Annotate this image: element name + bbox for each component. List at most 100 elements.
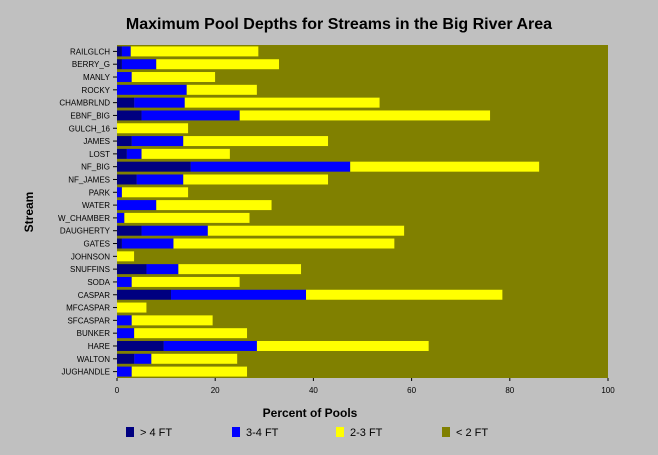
- bar-berry-g-series-1: [117, 59, 122, 70]
- legend-swatch-1: [126, 427, 134, 437]
- category-label: EBNF_BIG: [70, 111, 110, 120]
- bar-nf-james-series-3: [183, 174, 329, 185]
- bar-sfcaspar-series-4: [212, 315, 608, 326]
- category-label: JOHNSON: [71, 252, 110, 261]
- bar-snuffins-series-2: [146, 264, 179, 275]
- bar-lost-series-2: [126, 148, 142, 159]
- bars-group: [117, 46, 609, 377]
- bar-chambrlnd-series-3: [184, 97, 380, 108]
- legend-label-4: < 2 FT: [456, 427, 488, 439]
- bar-w-chamber-series-3: [124, 212, 250, 223]
- bar-gates-series-3: [173, 238, 395, 249]
- category-label: JUGHANDLE: [62, 368, 110, 377]
- bar-railglch-series-3: [130, 46, 259, 57]
- bar-hare-series-4: [428, 340, 608, 351]
- bar-park-series-2: [117, 187, 122, 198]
- bar-walton-series-3: [151, 353, 238, 364]
- bar-caspar-series-4: [502, 289, 608, 300]
- bar-walton-series-2: [134, 353, 152, 364]
- bar-gates-series-2: [121, 238, 174, 249]
- category-label: GULCH_16: [69, 124, 111, 133]
- bar-chambrlnd-series-1: [117, 97, 135, 108]
- chart-title: Maximum Pool Depths for Streams in the B…: [126, 16, 552, 33]
- bar-mfcaspar-series-3: [117, 302, 147, 313]
- plot-area: [117, 45, 608, 378]
- bar-lost-series-1: [117, 148, 127, 159]
- bar-mfcaspar-series-4: [146, 302, 608, 313]
- bar-bunker-series-4: [247, 328, 608, 339]
- bar-snuffins-series-3: [178, 264, 302, 275]
- bar-water-series-4: [271, 200, 608, 211]
- category-label: DAUGHERTY: [60, 227, 111, 236]
- category-label: W_CHAMBER: [58, 214, 110, 223]
- bar-ebnf-big-series-3: [239, 110, 491, 121]
- bar-park-series-4: [188, 187, 608, 198]
- bar-johnson-series-3: [117, 251, 135, 262]
- bar-lost-series-3: [141, 148, 230, 159]
- legend-swatch-3: [336, 427, 344, 437]
- category-label: WATER: [82, 201, 110, 210]
- category-label: NF_BIG: [81, 163, 110, 172]
- bar-jughandle-series-4: [247, 366, 608, 377]
- bar-rocky-series-3: [186, 84, 257, 95]
- x-axis-ticks: 0 20 40 60 80 100: [115, 378, 615, 395]
- x-tick-label: 40: [309, 386, 318, 395]
- x-axis-title: Percent of Pools: [263, 406, 358, 420]
- bar-daugherty-series-1: [117, 225, 142, 236]
- bar-manly-series-4: [215, 72, 608, 83]
- legend-swatch-4: [442, 427, 450, 437]
- legend-label-3: 2-3 FT: [350, 427, 383, 439]
- category-label: BUNKER: [77, 329, 111, 338]
- category-label: HARE: [88, 342, 110, 351]
- category-labels: RAILGLCH BERRY_G MANLY ROCKY CHAMBRLND EBNF_B…: [58, 47, 117, 377]
- category-label: SODA: [87, 278, 110, 287]
- legend-label-1: > 4 FT: [140, 427, 172, 439]
- bar-gulch-16-series-4: [188, 123, 608, 134]
- bar-nf-big-series-4: [539, 161, 608, 172]
- x-tick-label: 20: [211, 386, 220, 395]
- bar-daugherty-series-2: [141, 225, 208, 236]
- bar-hare-series-1: [117, 340, 164, 351]
- bar-sfcaspar-series-2: [117, 315, 132, 326]
- bar-hare-series-2: [163, 340, 257, 351]
- bar-nf-big-series-3: [350, 161, 540, 172]
- bar-nf-big-series-1: [117, 161, 191, 172]
- bar-soda-series-2: [117, 276, 132, 287]
- bar-ebnf-big-series-1: [117, 110, 142, 121]
- legend: > 4 FT 3-4 FT 2-3 FT < 2 FT: [126, 427, 488, 439]
- bar-nf-james-series-2: [136, 174, 184, 185]
- bar-snuffins-series-1: [117, 264, 147, 275]
- bar-bunker-series-2: [117, 328, 135, 339]
- bar-caspar-series-2: [171, 289, 307, 300]
- legend-swatch-2: [232, 427, 240, 437]
- bar-water-series-3: [156, 200, 272, 211]
- category-label: BERRY_G: [72, 60, 110, 69]
- bar-james-series-3: [183, 136, 329, 147]
- bar-johnson-series-4: [134, 251, 608, 262]
- bar-railglch-series-1: [117, 46, 122, 57]
- bar-sfcaspar-series-3: [131, 315, 213, 326]
- category-label: MANLY: [83, 73, 111, 82]
- x-tick-label: 60: [407, 386, 416, 395]
- legend-label-2: 3-4 FT: [246, 427, 279, 439]
- bar-berry-g-series-3: [156, 59, 280, 70]
- category-label: SNUFFINS: [70, 265, 110, 274]
- bar-nf-big-series-2: [190, 161, 351, 172]
- bar-park-series-3: [121, 187, 189, 198]
- bar-water-series-2: [117, 200, 157, 211]
- bar-ebnf-big-series-4: [490, 110, 608, 121]
- x-tick-label: 100: [601, 386, 615, 395]
- bar-james-series-4: [328, 136, 608, 147]
- bar-james-series-2: [131, 136, 184, 147]
- bar-walton-series-1: [117, 353, 135, 364]
- bar-snuffins-series-4: [301, 264, 609, 275]
- category-label: LOST: [89, 150, 110, 159]
- bar-walton-series-4: [237, 353, 609, 364]
- bar-daugherty-series-3: [207, 225, 405, 236]
- category-label: ROCKY: [82, 86, 111, 95]
- bar-nf-james-series-4: [328, 174, 608, 185]
- bar-soda-series-4: [239, 276, 608, 287]
- bar-daugherty-series-4: [404, 225, 608, 236]
- bar-rocky-series-4: [256, 84, 608, 95]
